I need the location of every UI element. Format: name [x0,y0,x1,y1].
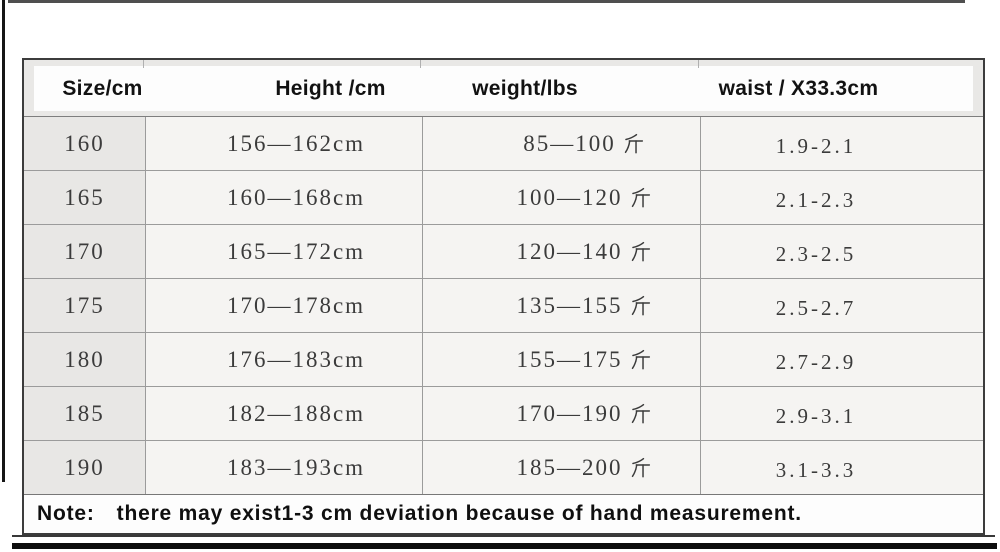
page-frame-top-line [8,0,965,3]
height-cell: 176—183cm [145,333,422,386]
header-size: Size/cm [62,76,143,100]
weight-cell: 170—190 [422,387,700,440]
note-row: Note: there may exist1-3 cm deviation be… [24,494,983,533]
weight-cell: 135—155 [422,279,700,332]
jin-unit-icon [631,457,650,478]
height-cell: 156—162cm [145,117,422,170]
waist-cell: 1.9-2.1 [700,117,983,170]
waist-cell: 2.9-3.1 [700,387,983,440]
height-cell: 170—178cm [145,279,422,332]
size-chart-table: Size/cm Height /cm weight/lbs waist / X3… [22,58,985,535]
waist-cell: 2.7-2.9 [700,333,983,386]
table-row-160: 160 156—162cm 85—100 1.9-2.1 [24,116,983,170]
jin-unit-icon [631,349,650,370]
table-row-185: 185 182—188cm 170—190 2.9-3.1 [24,386,983,440]
table-row-170: 170 165—172cm 120—140 2.3-2.5 [24,224,983,278]
note-text: there may exist1-3 cm deviation because … [116,502,802,525]
height-cell: 182—188cm [145,387,422,440]
weight-cell: 185—200 [422,441,700,494]
header-weight: weight/lbs [472,76,578,100]
size-cell: 185 [24,387,145,440]
column-divider-tick [420,60,421,68]
waist-cell: 2.3-2.5 [700,225,983,278]
header-waist: waist / X33.3cm [718,76,879,100]
waist-cell: 2.5-2.7 [700,279,983,332]
waist-cell: 3.1-3.3 [700,441,983,494]
table-header-row: Size/cm Height /cm weight/lbs waist / X3… [24,60,983,116]
jin-unit-icon [624,133,643,154]
weight-cell: 85—100 [422,117,700,170]
table-row-190: 190 183—193cm 185—200 3.1-3.3 [24,440,983,494]
size-cell: 190 [24,441,145,494]
jin-unit-icon [631,295,650,316]
size-cell: 180 [24,333,145,386]
header-height: Height /cm [275,76,386,100]
weight-cell: 120—140 [422,225,700,278]
page-frame-bottom-thin-line [12,535,995,537]
jin-unit-icon [631,187,650,208]
weight-cell: 100—120 [422,171,700,224]
jin-unit-icon [631,403,650,424]
column-divider-tick [143,60,144,68]
table-row-180: 180 176—183cm 155—175 2.7-2.9 [24,332,983,386]
table-row-165: 165 160—168cm 100—120 2.1-2.3 [24,170,983,224]
note-label: Note: [37,502,95,525]
weight-cell: 155—175 [422,333,700,386]
column-divider-tick [698,60,699,68]
height-cell: 165—172cm [145,225,422,278]
page-frame-left-line [2,0,5,482]
size-cell: 170 [24,225,145,278]
table-row-175: 175 170—178cm 135—155 2.5-2.7 [24,278,983,332]
height-cell: 183—193cm [145,441,422,494]
size-cell: 160 [24,117,145,170]
height-cell: 160—168cm [145,171,422,224]
waist-cell: 2.1-2.3 [700,171,983,224]
page-frame-bottom-bar [12,543,997,549]
header-strip: Size/cm Height /cm weight/lbs waist / X3… [34,66,973,111]
size-cell: 175 [24,279,145,332]
jin-unit-icon [631,241,650,262]
size-cell: 165 [24,171,145,224]
